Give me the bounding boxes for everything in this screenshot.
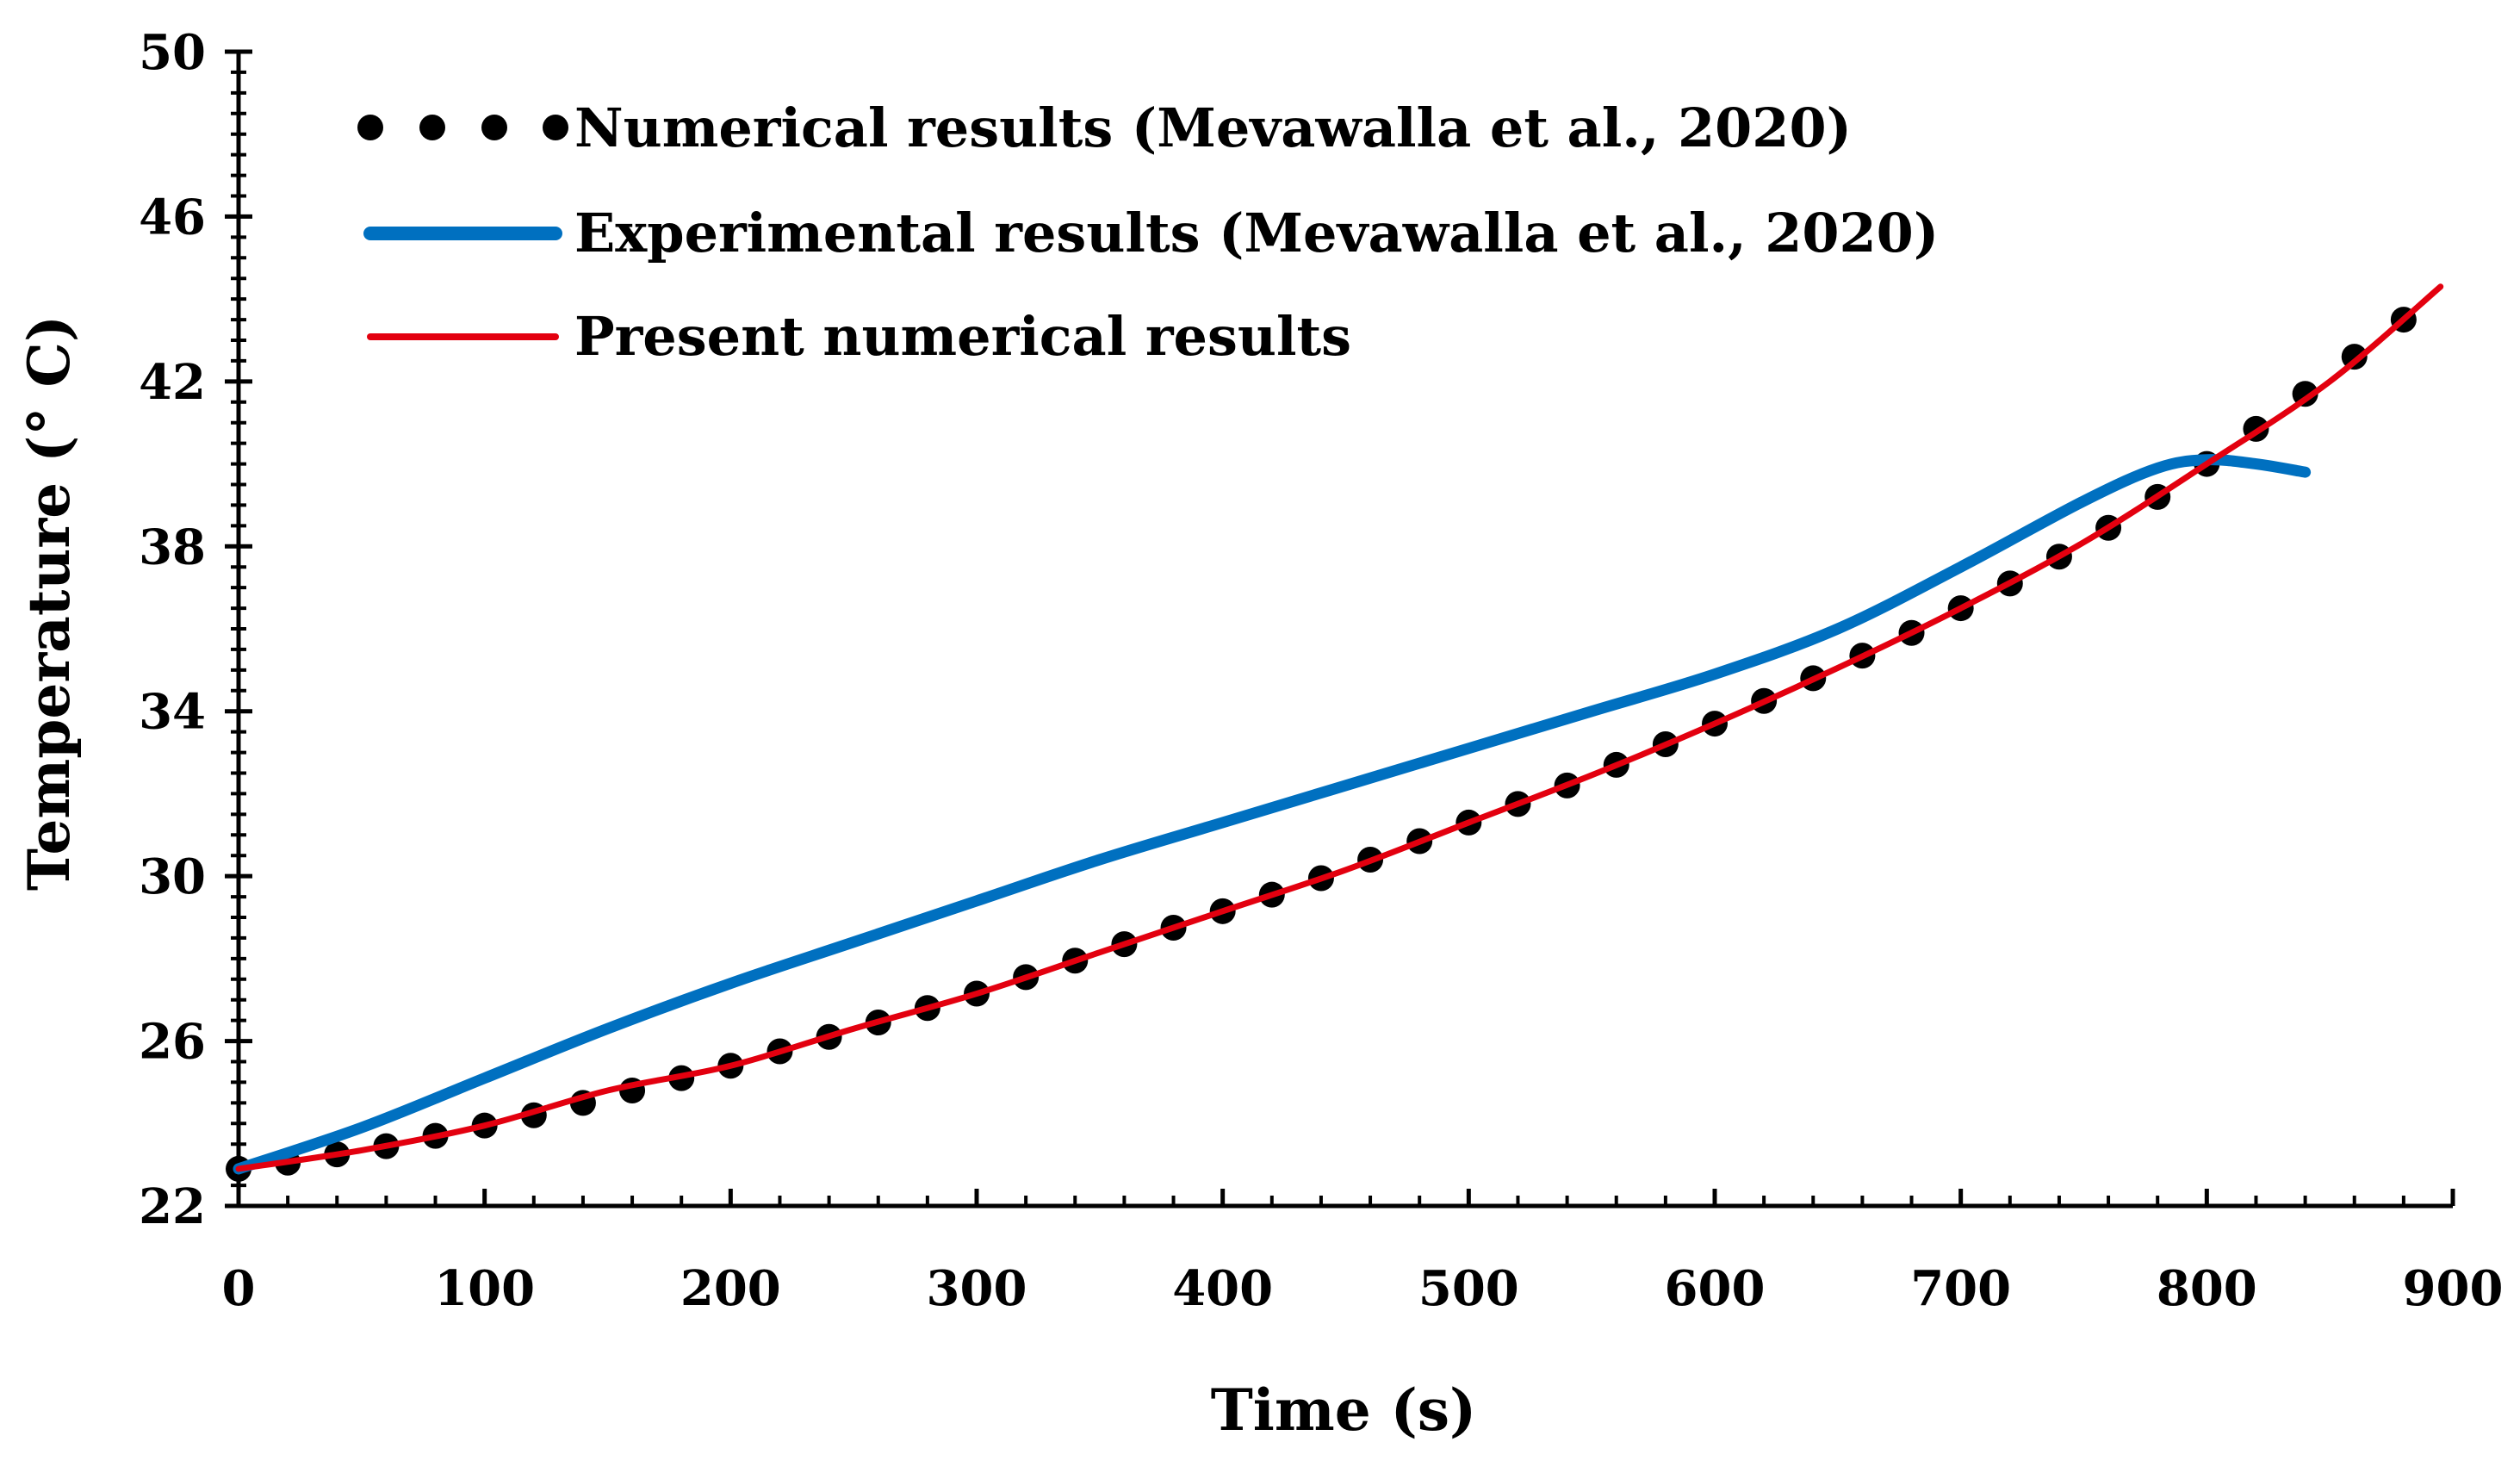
y-tick-label: 26 [139, 1014, 206, 1071]
x-axis-title: Time (s) [1211, 1376, 1477, 1444]
y-tick-label: 30 [139, 848, 206, 905]
y-tick-label: 50 [139, 24, 206, 81]
present-series-line [235, 283, 2444, 1172]
legend: Numerical results (Mevawalla et al., 202… [357, 96, 1939, 368]
legend-label-experimental: Experimental results (Mevawalla et al., … [574, 202, 1939, 264]
plot-series [226, 283, 2444, 1182]
legend-marker-numerical [357, 115, 568, 140]
legend-dot [543, 115, 568, 140]
x-tick-label: 800 [2157, 1260, 2257, 1317]
y-tick-label: 34 [139, 684, 206, 741]
y-tick-label: 22 [139, 1178, 206, 1235]
y-tick-label: 42 [139, 354, 206, 411]
y-tick-label: 46 [139, 189, 206, 245]
legend-label-numerical: Numerical results (Mevawalla et al., 202… [574, 96, 1852, 159]
legend-label-present: Present numerical results [574, 305, 1351, 368]
x-tick-label: 500 [1418, 1260, 1519, 1317]
axes: 0 100 200 300 400 500 600 700 800 900 22 26 30 34 38 42… [139, 24, 2503, 1317]
x-tick-label: 700 [1910, 1260, 2011, 1317]
legend-dot [357, 115, 383, 140]
x-tick-label: 900 [2403, 1260, 2504, 1317]
legend-dot [481, 115, 507, 140]
x-tick-label: 0 [222, 1260, 256, 1317]
x-tick-label: 200 [680, 1260, 781, 1317]
x-tick-label: 100 [434, 1260, 535, 1317]
x-tick-label: 600 [1665, 1260, 1766, 1317]
experimental-series-line [233, 454, 2312, 1175]
x-tick-label: 300 [927, 1260, 1027, 1317]
x-tick-label: 400 [1172, 1260, 1273, 1317]
legend-dot [419, 115, 445, 140]
y-tick-label: 38 [139, 519, 206, 575]
y-axis-title: Temperature (° C) [16, 315, 83, 891]
